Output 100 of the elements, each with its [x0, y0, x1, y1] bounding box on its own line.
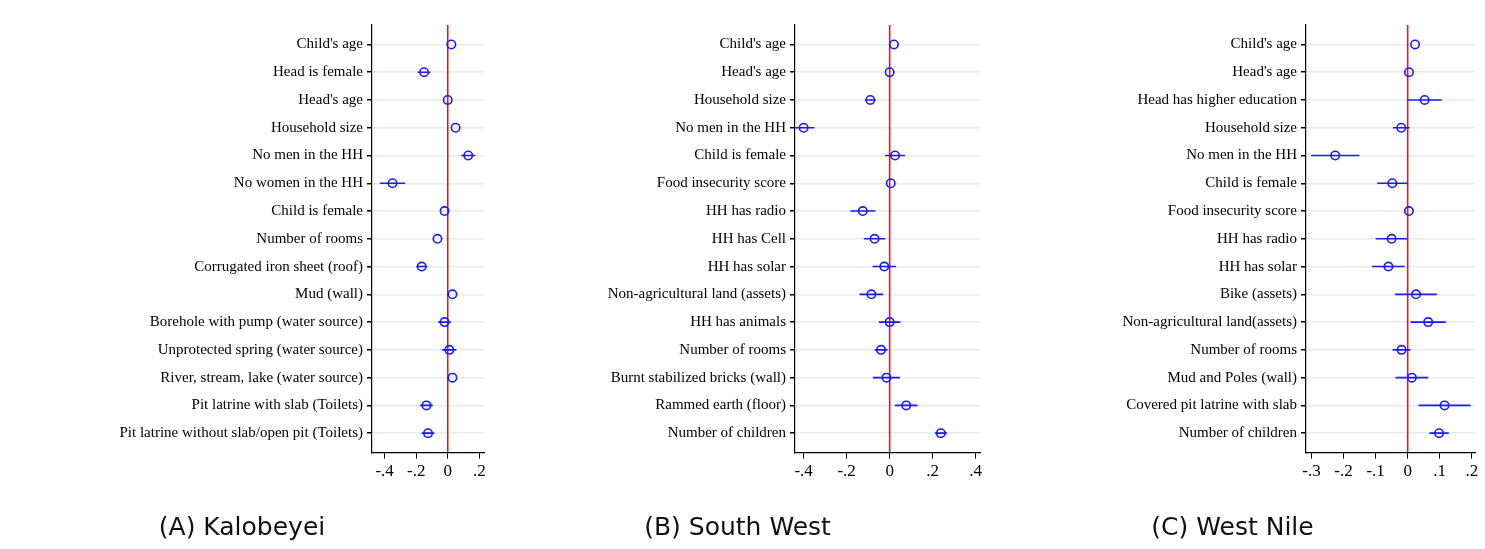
point [1434, 428, 1445, 439]
point [1386, 233, 1397, 244]
y-tick-label: Burnt stabilized bricks (wall) [610, 368, 786, 386]
y-tick-label: HH has radio [1217, 229, 1297, 246]
y-tick-label: No men in the HH [675, 118, 787, 135]
y-tick-label: Household size [1204, 118, 1298, 135]
x-tick-label: -.1 [1366, 461, 1385, 481]
point [432, 233, 443, 244]
y-tick-label: Head's age [1232, 63, 1298, 80]
point [447, 372, 458, 383]
y-tick-label: Corrugated iron sheet (roof) [194, 257, 363, 275]
point [1410, 289, 1421, 300]
y-tick-label: Number of children [667, 424, 787, 441]
y-tick-label: Head has higher education [1137, 90, 1298, 107]
y-tick-label: HH has animals [690, 313, 787, 330]
x-tick-label: .2 [926, 461, 940, 481]
text: (B) South West [644, 511, 832, 541]
point [1383, 261, 1394, 272]
y-tick-label: Head's age [721, 63, 787, 80]
point [865, 94, 876, 105]
y-tick-label: Head is female [273, 63, 364, 80]
x-tick-label: -.3 [1302, 461, 1321, 481]
y-tick-label: Child's age [1230, 35, 1298, 52]
point [888, 39, 899, 50]
point [890, 150, 901, 161]
point [1396, 122, 1407, 133]
y-tick-label: No men in the HH [1186, 146, 1298, 163]
point [857, 206, 868, 217]
point [901, 400, 912, 411]
x-tick-label: -.2 [1334, 461, 1353, 481]
point [1439, 400, 1450, 411]
point [442, 94, 453, 105]
x-tick-label: .1 [1433, 461, 1447, 481]
point [446, 39, 457, 50]
point [876, 344, 887, 355]
text: (A) Kalobeyei [158, 511, 326, 541]
y-tick-label: Head's age [298, 90, 364, 107]
text: (C) West Nile [1151, 511, 1314, 541]
point [881, 372, 892, 383]
x-tick-label: -.2 [837, 461, 856, 481]
x-tick-label: .4 [969, 461, 983, 481]
point [463, 150, 474, 161]
y-tick-label: Child is female [694, 146, 787, 163]
point [1410, 39, 1421, 50]
x-tick-label: .2 [1465, 461, 1479, 481]
point [1403, 206, 1414, 217]
point [935, 428, 946, 439]
y-tick-label: Mud (wall) [295, 285, 363, 303]
point [439, 317, 450, 328]
y-tick-label: Unprotected spring (water source) [157, 340, 363, 358]
point [1387, 178, 1398, 189]
point [866, 289, 877, 300]
x-tick-label: -.2 [406, 461, 426, 481]
y-tick-label: Rammed earth (floor) [655, 396, 786, 414]
y-tick-label: Bike (assets) [1219, 285, 1297, 303]
point [884, 67, 895, 78]
y-tick-label: HH has solar [707, 257, 786, 274]
y-tick-label: Covered pit latrine with slab [1126, 396, 1297, 413]
point [798, 122, 809, 133]
y-tick-label: Child is female [1205, 174, 1298, 191]
point [439, 206, 450, 217]
point [1423, 317, 1434, 328]
point [423, 428, 433, 439]
point [416, 261, 427, 272]
y-tick-label: Number of rooms [1190, 340, 1298, 357]
x-tick-label: .2 [472, 461, 486, 481]
y-tick-label: Food insecurity score [656, 174, 787, 191]
point [419, 67, 430, 78]
y-tick-label: No men in the HH [252, 146, 364, 163]
y-tick-label: Child is female [271, 201, 364, 218]
y-tick-label: Pit latrine without slab/open pit (Toilets) [119, 424, 363, 442]
point [1419, 94, 1430, 105]
point [1396, 344, 1407, 355]
y-tick-label: Number of children [1178, 424, 1298, 441]
x-tick-label: 0 [443, 461, 452, 481]
y-tick-label: Borehole with pump (water source) [149, 313, 363, 331]
point [1406, 372, 1417, 383]
point [879, 261, 890, 272]
y-tick-label: HH has radio [706, 201, 786, 218]
y-tick-label: No women in the HH [233, 174, 364, 191]
point [387, 178, 398, 189]
y-tick-label: Household size [270, 118, 364, 135]
point [884, 317, 895, 328]
point [447, 289, 458, 300]
y-tick-label: HH has Cell [711, 229, 786, 246]
y-tick-label: Child's age [296, 35, 364, 52]
y-tick-label: Child's age [719, 35, 787, 52]
y-tick-label: Number of rooms [679, 340, 787, 357]
y-tick-label: Mud and Poles (wall) [1167, 368, 1297, 386]
point [1330, 150, 1341, 161]
y-tick-label: Pit latrine with slab (Toilets) [191, 396, 363, 414]
y-tick-label: River, stream, lake (water source) [160, 368, 363, 386]
y-tick-label: Number of rooms [256, 229, 364, 246]
y-tick-label: Non-agricultural land (assets) [607, 285, 786, 303]
point [869, 233, 880, 244]
x-tick-label: 0 [885, 461, 894, 481]
point [1403, 67, 1414, 78]
y-tick-label: Food insecurity score [1167, 201, 1298, 218]
point [885, 178, 896, 189]
y-tick-label: Non-agricultural land(assets) [1122, 313, 1297, 331]
